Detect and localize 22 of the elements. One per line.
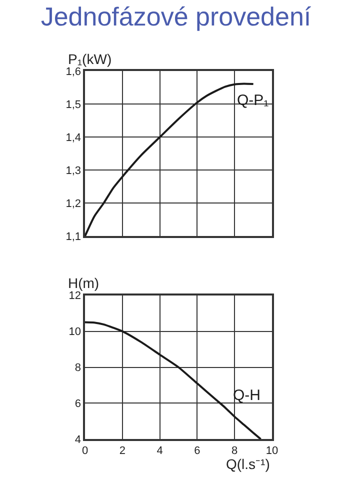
y-tick-label: 6 [74,398,82,410]
y-tick-label: 8 [74,362,82,374]
x-tick-label: 0 [82,445,88,458]
y-tick-label: 10 [68,326,82,338]
y-tick-label: 1,3 [66,164,82,177]
x-tick-label: 10 [266,445,278,458]
y-tick-label: 4 [74,434,82,446]
y-tick-label: 1,6 [66,66,82,78]
x-tick-label: 8 [232,445,238,458]
chart-title: Jednofázové provedení [40,2,312,32]
x-axis-title: Q(l.s⁻¹) [226,456,270,472]
x-tick-label: 6 [194,445,200,458]
y-tick-label: 12 [68,290,82,302]
y-tick-label: 1,4 [66,132,82,144]
line-series [85,321,262,440]
y-axis-title: P₁(kW) [68,51,112,67]
y-tick-label: 1,2 [66,198,82,210]
y-tick-label: 1,5 [66,98,82,111]
y-tick-label: 1,1 [66,230,82,243]
x-tick-label: 2 [119,445,126,458]
x-tick-label: 4 [156,445,163,458]
y-axis-title: H(m) [68,275,100,291]
